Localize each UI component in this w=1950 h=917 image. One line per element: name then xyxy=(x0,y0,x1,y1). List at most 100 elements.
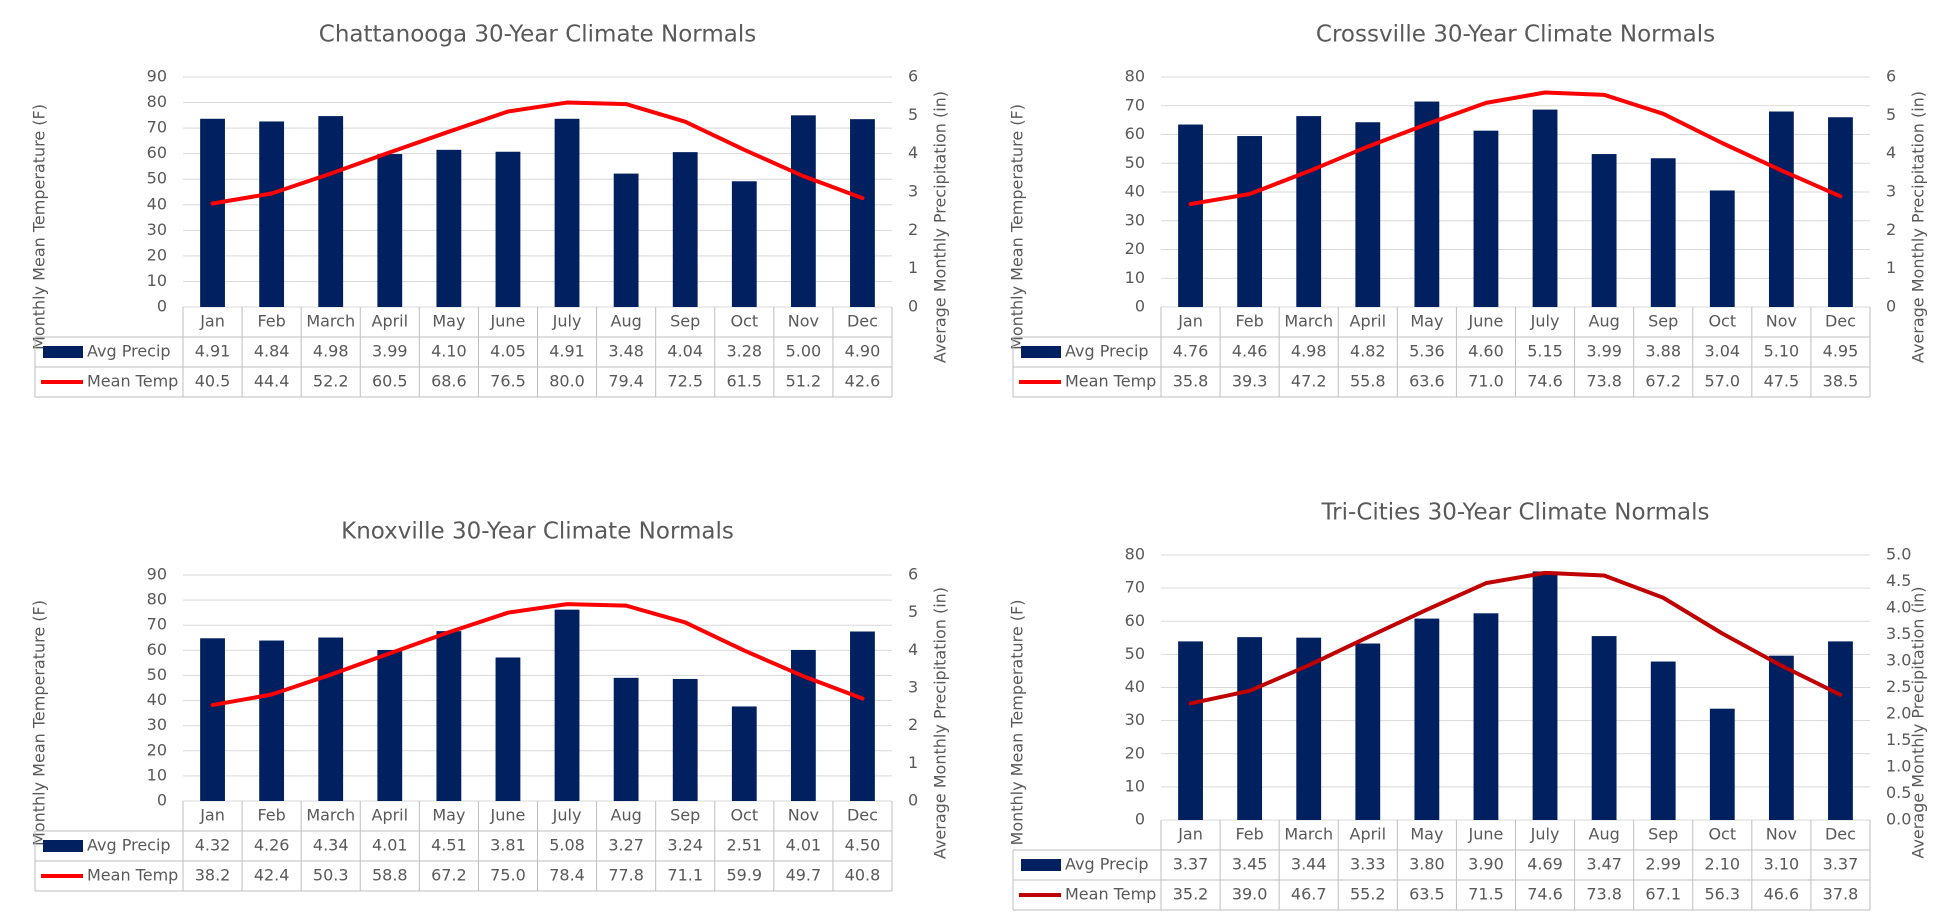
table-value: 4.84 xyxy=(254,342,290,361)
table-value: 63.5 xyxy=(1409,885,1445,904)
x-tick-label: March xyxy=(1284,825,1333,844)
table-value: 3.99 xyxy=(1586,342,1622,361)
table-value: 3.24 xyxy=(667,836,703,855)
table-value: 5.15 xyxy=(1527,342,1563,361)
x-tick-label: Jan xyxy=(199,312,225,331)
y2-tick-label: 3.5 xyxy=(1886,624,1911,643)
table-value: 61.5 xyxy=(726,372,762,391)
y2-axis-title: Average Monthly Precipitation (in) xyxy=(1909,586,1928,858)
x-tick-label: Oct xyxy=(730,312,758,331)
y2-axis-title: Average Monthly Precipitation (in) xyxy=(931,587,950,859)
bar xyxy=(613,677,639,801)
x-tick-label: May xyxy=(1410,312,1443,331)
x-tick-label: Dec xyxy=(847,806,878,825)
table-value: 40.5 xyxy=(195,372,231,391)
table-value: 5.36 xyxy=(1409,342,1445,361)
x-tick-label: Feb xyxy=(1235,825,1263,844)
y2-axis-title: Average Monthly Precipitation (in) xyxy=(931,91,950,363)
y-tick-label: 70 xyxy=(147,615,167,634)
table-value: 56.3 xyxy=(1704,885,1740,904)
y2-tick-label: 3 xyxy=(1886,182,1896,201)
y2-tick-label: 2.5 xyxy=(1886,677,1911,696)
y-tick-label: 60 xyxy=(1125,124,1145,143)
x-tick-label: Nov xyxy=(1766,312,1797,331)
bar xyxy=(672,152,698,307)
bar xyxy=(1178,124,1203,308)
table-value: 4.60 xyxy=(1468,342,1504,361)
table-value: 4.82 xyxy=(1350,342,1386,361)
table-value: 46.7 xyxy=(1291,885,1327,904)
y2-tick-label: 0 xyxy=(908,297,918,316)
y-tick-label: 10 xyxy=(1125,268,1145,287)
table-value: 5.00 xyxy=(786,342,822,361)
table-value: 3.90 xyxy=(1468,855,1504,874)
bar xyxy=(1591,154,1617,307)
bar xyxy=(1650,158,1676,307)
y-tick-label: 10 xyxy=(147,765,167,784)
bar xyxy=(731,706,757,801)
x-tick-label: Oct xyxy=(1708,312,1736,331)
y-tick-label: 60 xyxy=(147,640,167,659)
legend-swatch xyxy=(43,346,83,358)
table-value: 39.3 xyxy=(1232,372,1268,391)
y-tick-label: 80 xyxy=(147,92,167,111)
x-tick-label: July xyxy=(1530,312,1560,331)
table-value: 3.99 xyxy=(372,342,408,361)
table-value: 3.45 xyxy=(1232,855,1268,874)
y2-tick-label: 1.5 xyxy=(1886,730,1911,749)
chart-title: Crossville 30-Year Climate Normals xyxy=(1316,22,1715,48)
y-tick-label: 60 xyxy=(1125,611,1145,630)
x-tick-label: April xyxy=(1350,312,1387,331)
x-tick-label: Nov xyxy=(788,806,819,825)
table-value: 3.37 xyxy=(1823,855,1859,874)
bar xyxy=(1414,101,1440,308)
y2-tick-label: 2 xyxy=(908,220,918,239)
bar xyxy=(1355,122,1381,307)
table-value: 73.8 xyxy=(1586,372,1622,391)
y-tick-label: 40 xyxy=(147,690,167,709)
y2-tick-label: 3 xyxy=(908,182,918,201)
bar xyxy=(495,657,521,801)
y-tick-label: 40 xyxy=(147,194,167,213)
table-value: 4.91 xyxy=(195,342,231,361)
y2-tick-label: 1 xyxy=(908,753,918,772)
bar xyxy=(613,173,639,307)
x-tick-label: June xyxy=(490,806,526,825)
y2-tick-label: 4.5 xyxy=(1886,571,1911,590)
y2-tick-label: 4 xyxy=(1886,143,1896,162)
table-value: 35.8 xyxy=(1173,372,1209,391)
table-value: 3.04 xyxy=(1704,342,1740,361)
table-value: 67.1 xyxy=(1645,885,1681,904)
y2-tick-label: 2 xyxy=(908,715,918,734)
table-value: 4.90 xyxy=(845,342,881,361)
table-value: 4.51 xyxy=(431,836,467,855)
y-tick-label: 50 xyxy=(1125,644,1145,663)
table-value: 71.1 xyxy=(667,866,703,885)
y-tick-label: 90 xyxy=(147,565,167,584)
table-value: 67.2 xyxy=(431,866,467,885)
legend-label: Mean Temp xyxy=(1065,372,1156,391)
table-value: 68.6 xyxy=(431,372,467,391)
y-tick-label: 70 xyxy=(1125,95,1145,114)
bar xyxy=(1650,661,1676,820)
x-tick-label: July xyxy=(1530,825,1560,844)
legend-label: Mean Temp xyxy=(87,372,178,391)
bar xyxy=(1473,130,1499,307)
table-value: 42.4 xyxy=(254,866,290,885)
bar xyxy=(436,631,462,801)
bar xyxy=(1237,136,1263,307)
table-value: 3.48 xyxy=(608,342,644,361)
y-tick-label: 80 xyxy=(147,590,167,609)
x-tick-label: Dec xyxy=(1825,312,1856,331)
x-tick-label: April xyxy=(372,806,409,825)
table-value: 51.2 xyxy=(786,372,822,391)
table-value: 73.8 xyxy=(1586,885,1622,904)
table-value: 55.2 xyxy=(1350,885,1386,904)
chart-title: Tri-Cities 30-Year Climate Normals xyxy=(1321,500,1710,526)
bar xyxy=(731,181,757,307)
table-value: 5.10 xyxy=(1764,342,1800,361)
x-tick-label: May xyxy=(432,312,465,331)
table-value: 77.8 xyxy=(608,866,644,885)
chart-title: Knoxville 30-Year Climate Normals xyxy=(341,519,734,545)
x-tick-label: June xyxy=(1468,312,1504,331)
